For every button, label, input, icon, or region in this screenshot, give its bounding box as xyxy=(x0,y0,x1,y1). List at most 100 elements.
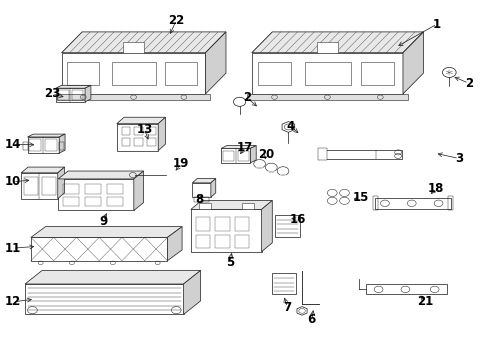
Bar xyxy=(63,197,79,206)
Polygon shape xyxy=(31,226,182,237)
Bar xyxy=(447,196,452,211)
Bar xyxy=(366,284,446,294)
Polygon shape xyxy=(158,117,165,150)
Text: 10: 10 xyxy=(5,175,21,188)
Polygon shape xyxy=(59,134,65,153)
Bar xyxy=(316,42,337,53)
Text: 20: 20 xyxy=(258,148,274,161)
Bar xyxy=(372,196,377,211)
Bar xyxy=(134,127,143,135)
Text: 23: 23 xyxy=(44,87,60,100)
Circle shape xyxy=(233,97,245,106)
Polygon shape xyxy=(21,167,64,173)
Bar xyxy=(59,141,64,149)
Polygon shape xyxy=(282,122,294,132)
Bar xyxy=(58,90,68,100)
Bar xyxy=(237,150,248,161)
Bar xyxy=(107,197,123,206)
Bar xyxy=(122,127,130,135)
Bar xyxy=(85,197,101,206)
Bar xyxy=(223,150,233,161)
Polygon shape xyxy=(190,210,261,252)
Bar xyxy=(194,197,208,202)
Text: 22: 22 xyxy=(168,14,184,27)
Polygon shape xyxy=(192,183,210,197)
Circle shape xyxy=(442,67,455,77)
Polygon shape xyxy=(167,226,182,261)
Bar xyxy=(63,184,79,194)
Bar xyxy=(272,273,295,294)
Text: 12: 12 xyxy=(5,296,21,309)
Polygon shape xyxy=(251,53,402,94)
Polygon shape xyxy=(56,85,91,88)
Bar xyxy=(112,62,156,85)
Bar xyxy=(304,62,350,85)
Text: 21: 21 xyxy=(416,296,432,309)
Bar xyxy=(22,141,27,149)
Polygon shape xyxy=(261,201,272,252)
Bar xyxy=(57,94,210,100)
Bar xyxy=(24,177,38,195)
Bar xyxy=(234,234,249,248)
Polygon shape xyxy=(117,117,165,124)
Text: 11: 11 xyxy=(5,242,21,255)
Polygon shape xyxy=(21,173,58,199)
Text: 17: 17 xyxy=(236,141,252,154)
Text: 1: 1 xyxy=(432,18,440,31)
Bar xyxy=(107,184,123,194)
Text: 7: 7 xyxy=(283,301,291,314)
Polygon shape xyxy=(221,145,256,148)
Text: 3: 3 xyxy=(454,152,462,165)
Polygon shape xyxy=(25,284,183,315)
Bar xyxy=(42,177,56,195)
Bar xyxy=(195,234,210,248)
Bar xyxy=(234,217,249,231)
Bar xyxy=(215,234,229,248)
Polygon shape xyxy=(27,137,59,153)
Bar xyxy=(67,62,99,85)
Polygon shape xyxy=(183,270,200,315)
Bar xyxy=(257,62,290,85)
Polygon shape xyxy=(58,179,134,211)
Bar xyxy=(165,62,197,85)
Bar xyxy=(246,94,407,100)
Polygon shape xyxy=(134,171,143,211)
Bar xyxy=(317,148,327,160)
Bar xyxy=(122,138,130,146)
Bar xyxy=(195,217,210,231)
Text: 18: 18 xyxy=(427,183,443,195)
Polygon shape xyxy=(61,53,205,94)
Text: 14: 14 xyxy=(5,138,21,150)
Text: 4: 4 xyxy=(286,120,294,133)
Bar xyxy=(275,215,299,237)
Text: 5: 5 xyxy=(225,256,234,269)
Text: 8: 8 xyxy=(195,193,203,206)
Polygon shape xyxy=(205,32,225,94)
Bar xyxy=(45,139,57,151)
Bar xyxy=(215,217,229,231)
Polygon shape xyxy=(117,124,158,150)
Polygon shape xyxy=(27,134,65,137)
Polygon shape xyxy=(296,307,306,315)
Bar xyxy=(147,127,156,135)
Polygon shape xyxy=(31,237,167,261)
Bar xyxy=(374,198,450,209)
Text: 9: 9 xyxy=(99,215,107,228)
Bar xyxy=(29,139,41,151)
Polygon shape xyxy=(25,270,200,284)
Bar xyxy=(134,138,143,146)
Bar xyxy=(123,42,143,53)
Text: 16: 16 xyxy=(289,213,305,226)
Text: 6: 6 xyxy=(307,313,315,327)
Polygon shape xyxy=(251,32,423,53)
Polygon shape xyxy=(56,88,85,102)
Bar xyxy=(72,90,83,100)
Text: 15: 15 xyxy=(352,192,368,204)
Bar xyxy=(147,138,156,146)
Bar xyxy=(85,184,101,194)
Bar xyxy=(360,62,393,85)
Text: 2: 2 xyxy=(243,91,250,104)
Polygon shape xyxy=(85,85,91,102)
Bar xyxy=(241,203,253,210)
Polygon shape xyxy=(221,148,250,163)
